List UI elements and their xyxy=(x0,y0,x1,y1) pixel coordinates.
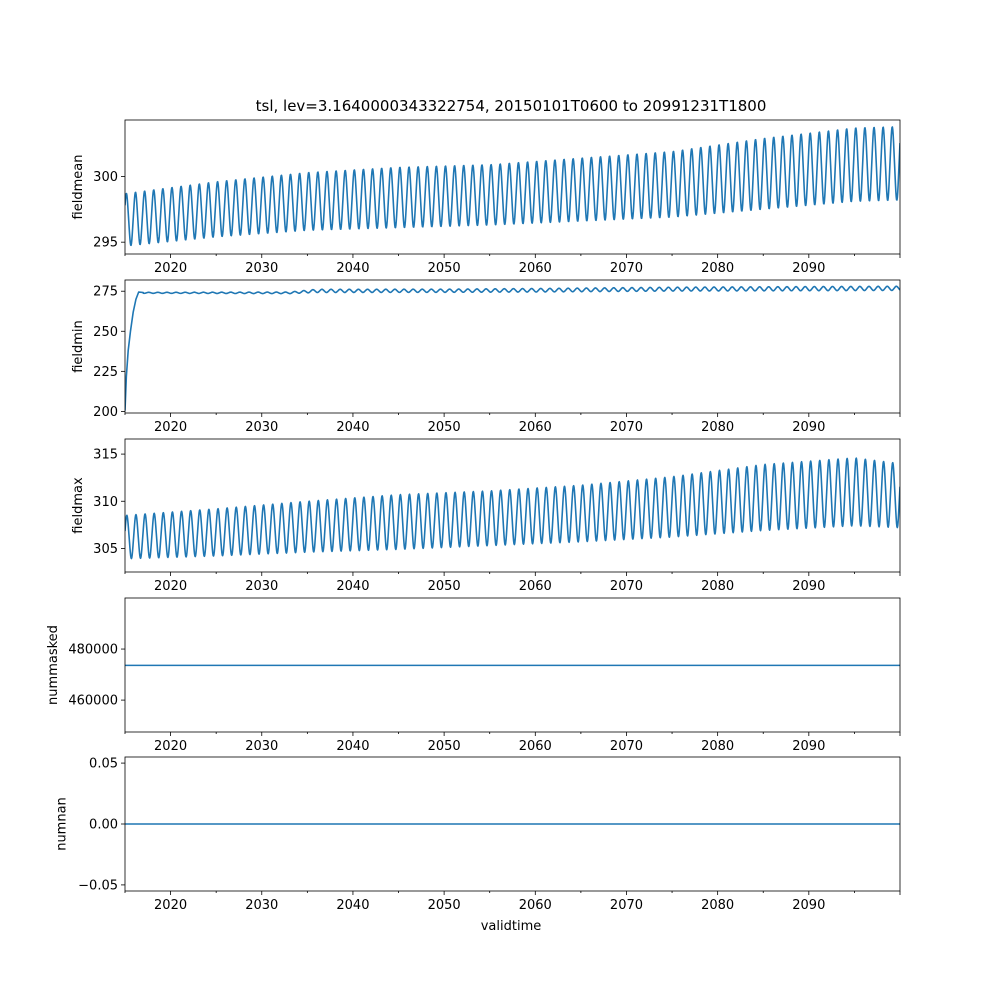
fieldmean-y-tick-label: 295 xyxy=(93,236,118,251)
numnan-x-tick-label: 2050 xyxy=(428,898,461,913)
fieldmin-x-tick-label: 2080 xyxy=(701,420,734,435)
nummasked-x-tick-label: 2030 xyxy=(245,739,278,754)
nummasked-y-axis-label: nummasked xyxy=(46,625,61,705)
fieldmin-x-tick-label: 2030 xyxy=(245,420,278,435)
fieldmean-axes-frame xyxy=(124,119,901,255)
fieldmean-x-tick-label: 2050 xyxy=(428,261,461,276)
fieldmax-y-tick-label: 315 xyxy=(93,448,118,463)
numnan-x-tick-label: 2070 xyxy=(610,898,643,913)
fieldmin-x-tick-label: 2040 xyxy=(336,420,369,435)
fieldmax-x-tick-label: 2030 xyxy=(245,579,278,594)
numnan-x-tick-label: 2090 xyxy=(792,898,825,913)
fieldmin-series-line xyxy=(125,285,900,411)
x-axis-label: validtime xyxy=(481,919,542,934)
fieldmean-x-tick-label: 2090 xyxy=(792,261,825,276)
figure-title: tsl, lev=3.1640000343322754, 20150101T06… xyxy=(256,97,767,115)
numnan-y-tick-label: 0.00 xyxy=(89,818,118,833)
nummasked-x-tick-label: 2070 xyxy=(610,739,643,754)
numnan-x-tick-label: 2040 xyxy=(336,898,369,913)
fieldmean-x-tick-label: 2080 xyxy=(701,261,734,276)
fieldmean-y-tick-label: 300 xyxy=(93,170,118,185)
subplot-fieldmean: 2020 2030 2040 2050 2060 2070 2080 2090 295 300 fi… xyxy=(71,119,901,276)
fieldmax-x-tick-label: 2040 xyxy=(336,579,369,594)
subplots: 2020 2030 2040 2050 2060 2070 2080 2090 295 300 fi… xyxy=(46,119,901,913)
fieldmin-x-tick-label: 2060 xyxy=(519,420,552,435)
numnan-x-tick-label: 2060 xyxy=(519,898,552,913)
fieldmax-x-tick-label: 2070 xyxy=(610,579,643,594)
fieldmin-y-tick-label: 200 xyxy=(93,405,118,420)
fieldmin-x-tick-label: 2070 xyxy=(610,420,643,435)
numnan-x-tick-label: 2030 xyxy=(245,898,278,913)
subplot-numnan: 2020 2030 2040 2050 2060 2070 2080 2090 −0.05 0.0… xyxy=(55,757,901,913)
fieldmax-y-tick-label: 310 xyxy=(93,495,118,510)
fieldmin-y-tick-label: 275 xyxy=(93,285,118,300)
numnan-y-tick-label: 0.05 xyxy=(89,757,118,772)
fieldmin-x-tick-label: 2050 xyxy=(428,420,461,435)
fieldmax-y-axis-label: fieldmax xyxy=(71,477,86,534)
fieldmean-x-tick-label: 2060 xyxy=(519,261,552,276)
fieldmean-series-line xyxy=(125,126,900,247)
fieldmax-x-tick-label: 2080 xyxy=(701,579,734,594)
numnan-y-axis-label: numnan xyxy=(55,797,70,851)
numnan-x-tick-label: 2080 xyxy=(701,898,734,913)
subplot-nummasked: 2020 2030 2040 2050 2060 2070 2080 2090 460000 48… xyxy=(46,597,901,754)
nummasked-x-tick-label: 2020 xyxy=(154,739,187,754)
numnan-x-tick-label: 2020 xyxy=(154,898,187,913)
nummasked-x-tick-label: 2040 xyxy=(336,739,369,754)
nummasked-x-tick-label: 2060 xyxy=(519,739,552,754)
nummasked-x-tick-label: 2050 xyxy=(428,739,461,754)
fieldmean-x-tick-label: 2020 xyxy=(154,261,187,276)
numnan-y-tick-label: −0.05 xyxy=(78,878,118,893)
nummasked-y-tick-label: 480000 xyxy=(68,643,118,658)
fieldmin-x-tick-label: 2020 xyxy=(154,420,187,435)
subplot-fieldmax: 2020 2030 2040 2050 2060 2070 2080 2090 305 310 31… xyxy=(71,438,901,594)
fieldmin-y-tick-label: 225 xyxy=(93,365,118,380)
fieldmean-y-axis-label: fieldmean xyxy=(71,155,86,220)
fieldmax-y-tick-label: 305 xyxy=(93,542,118,557)
nummasked-x-tick-label: 2090 xyxy=(792,739,825,754)
fieldmax-x-tick-label: 2050 xyxy=(428,579,461,594)
fieldmean-x-tick-label: 2070 xyxy=(610,261,643,276)
fieldmean-x-tick-label: 2030 xyxy=(245,261,278,276)
fieldmin-y-tick-label: 250 xyxy=(93,325,118,340)
fieldmax-axes-frame xyxy=(124,438,901,573)
nummasked-axes-frame xyxy=(124,597,901,733)
fieldmax-x-tick-label: 2020 xyxy=(154,579,187,594)
nummasked-y-tick-label: 460000 xyxy=(68,694,118,709)
fieldmin-axes-frame xyxy=(124,279,901,414)
fieldmax-series-line xyxy=(125,457,900,560)
subplot-fieldmin: 2020 2030 2040 2050 2060 2070 2080 2090 200 225 25… xyxy=(71,279,901,435)
nummasked-x-tick-label: 2080 xyxy=(701,739,734,754)
fieldmax-x-tick-label: 2060 xyxy=(519,579,552,594)
fieldmin-y-axis-label: fieldmin xyxy=(71,320,86,373)
fieldmax-x-tick-label: 2090 xyxy=(792,579,825,594)
fieldmin-x-tick-label: 2090 xyxy=(792,420,825,435)
fieldmean-x-tick-label: 2040 xyxy=(336,261,369,276)
